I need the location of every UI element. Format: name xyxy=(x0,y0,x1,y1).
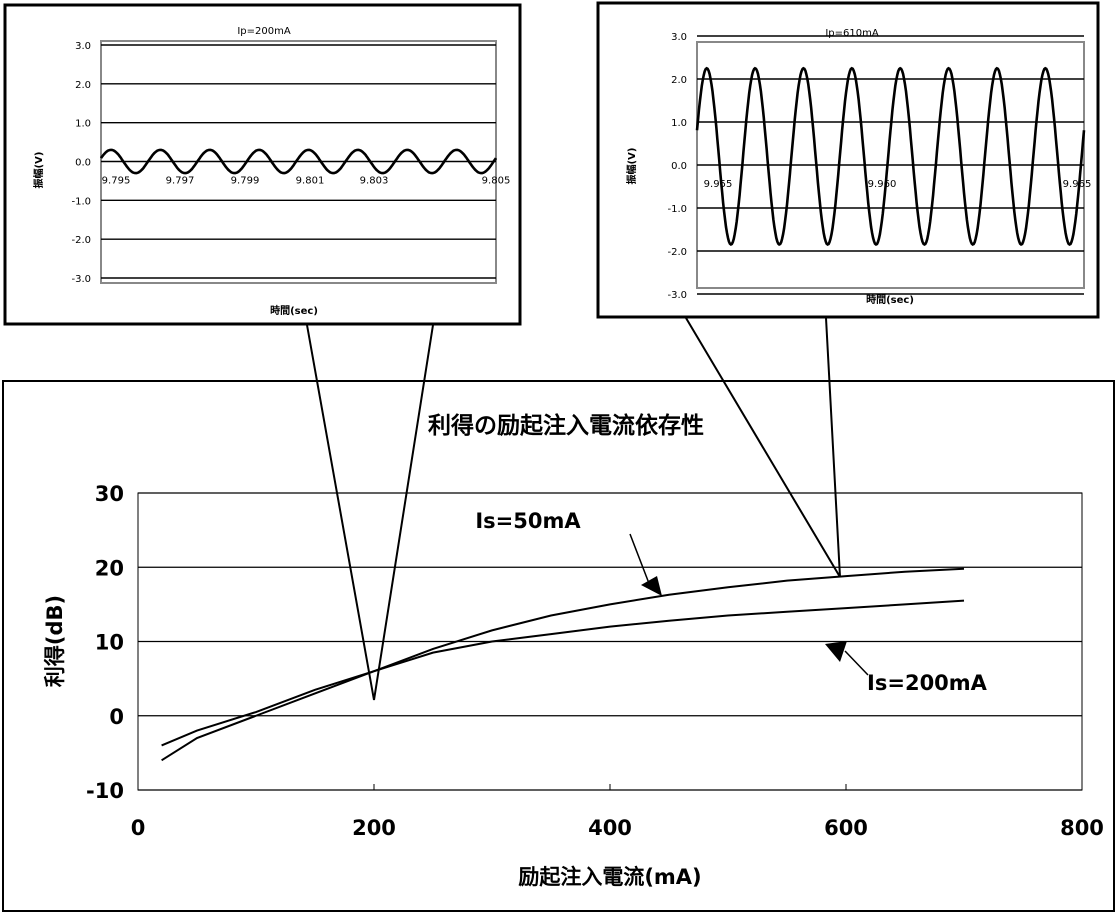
inset-ip200-x-tick-labels: 9.795 9.797 9.799 9.801 9.803 9.805 xyxy=(102,176,511,187)
series-line-is200 xyxy=(161,599,965,747)
main-y-tick-label: 0 xyxy=(109,705,124,729)
main-y-axis-label: 利得(dB) xyxy=(43,595,67,687)
main-x-tick-label: 800 xyxy=(1060,816,1104,840)
main-y-tick-label: -10 xyxy=(86,779,124,803)
annotation-is50: Is=50mA xyxy=(475,509,581,533)
series-line-is50 xyxy=(161,567,965,762)
inset-y-tick-label: -1.0 xyxy=(71,196,91,207)
callout-ip610 xyxy=(685,317,841,578)
inset-x-tick-label: 9.805 xyxy=(482,176,511,187)
inset-y-tick-label: 0.0 xyxy=(75,158,91,169)
inset-y-tick-label: 2.0 xyxy=(75,80,91,91)
arrow-is50-head xyxy=(641,576,662,596)
inset-ip200-x-axis-label: 時間(sec) xyxy=(270,304,318,317)
inset-ip200-y-tick-labels: 3.0 2.0 1.0 0.0 -1.0 -2.0 -3.0 xyxy=(71,41,91,285)
main-y-tick-labels: -10 0 10 20 30 xyxy=(86,482,124,803)
inset-ip610-frame xyxy=(596,1,1100,319)
inset-x-tick-label: 9.955 xyxy=(704,179,733,190)
inset-ip610-waveform xyxy=(695,66,1086,247)
inset-ip200-waveform xyxy=(99,148,498,175)
inset-ip200-y-axis-label: 振幅(V) xyxy=(32,152,45,189)
inset-ip200-gridlines xyxy=(101,44,496,279)
inset-ip610-y-tick-labels: 3.0 2.0 1.0 0.0 -1.0 -2.0 -3.0 xyxy=(667,32,687,301)
main-x-tick-labels: 0 200 400 600 800 xyxy=(131,816,1104,840)
inset-y-tick-label: -2.0 xyxy=(71,235,91,246)
callout-ip200 xyxy=(306,324,434,701)
inset-ip200-title: Ip=200mA xyxy=(237,26,291,37)
inset-y-tick-label: 1.0 xyxy=(671,118,687,129)
inset-y-tick-label: 3.0 xyxy=(671,32,687,43)
main-y-tick-label: 20 xyxy=(95,556,124,580)
callout-lines xyxy=(306,317,841,701)
inset-x-tick-label: 9.965 xyxy=(1063,179,1092,190)
inset-y-tick-label: 0.0 xyxy=(671,161,687,172)
inset-ip610-x-tick-labels: 9.955 9.960 9.965 xyxy=(704,179,1092,190)
arrow-is200-head xyxy=(825,641,847,662)
waveform-trace xyxy=(695,66,1086,247)
main-chart-title: 利得の励起注入電流依存性 xyxy=(428,412,704,439)
inset-x-tick-label: 9.803 xyxy=(360,176,389,187)
main-gridlines xyxy=(138,492,1082,791)
annotation-arrows xyxy=(629,533,869,676)
inset-ip610-x-axis-label: 時間(sec) xyxy=(866,293,914,306)
inset-x-tick-label: 9.801 xyxy=(296,176,325,187)
main-x-tick-label: 0 xyxy=(131,816,146,840)
arrow-is50-shaft xyxy=(629,533,651,587)
main-y-tick-label: 30 xyxy=(95,482,124,506)
inset-y-tick-label: 3.0 xyxy=(75,41,91,52)
inset-ip610-y-axis-label: 振幅(V) xyxy=(625,148,638,185)
inset-x-tick-label: 9.795 xyxy=(102,176,131,187)
inset-x-tick-label: 9.799 xyxy=(231,176,260,187)
annotation-is200: Is=200mA xyxy=(867,671,988,695)
main-panel-frame xyxy=(2,380,1115,912)
main-x-tick-label: 400 xyxy=(588,816,632,840)
inset-ip200-frame xyxy=(3,3,522,326)
main-series-group xyxy=(161,567,965,762)
inset-y-tick-label: 2.0 xyxy=(671,75,687,86)
main-x-tick-label: 200 xyxy=(352,816,396,840)
inset-y-tick-label: -3.0 xyxy=(667,290,687,301)
main-y-tick-label: 10 xyxy=(95,631,124,655)
arrow-is200-shaft xyxy=(844,650,869,676)
inset-x-tick-label: 9.960 xyxy=(868,179,897,190)
inset-y-tick-label: -3.0 xyxy=(71,274,91,285)
inset-y-tick-label: 1.0 xyxy=(75,119,91,130)
inset-x-tick-label: 9.797 xyxy=(166,176,195,187)
waveform-trace xyxy=(99,148,498,175)
main-x-tick-marks xyxy=(137,784,1083,790)
main-x-tick-label: 600 xyxy=(824,816,868,840)
main-x-axis-label: 励起注入電流(mA) xyxy=(518,865,701,889)
inset-y-tick-label: -1.0 xyxy=(667,204,687,215)
inset-y-tick-label: -2.0 xyxy=(667,247,687,258)
inset-ip610-title: Ip=610mA xyxy=(825,28,879,39)
